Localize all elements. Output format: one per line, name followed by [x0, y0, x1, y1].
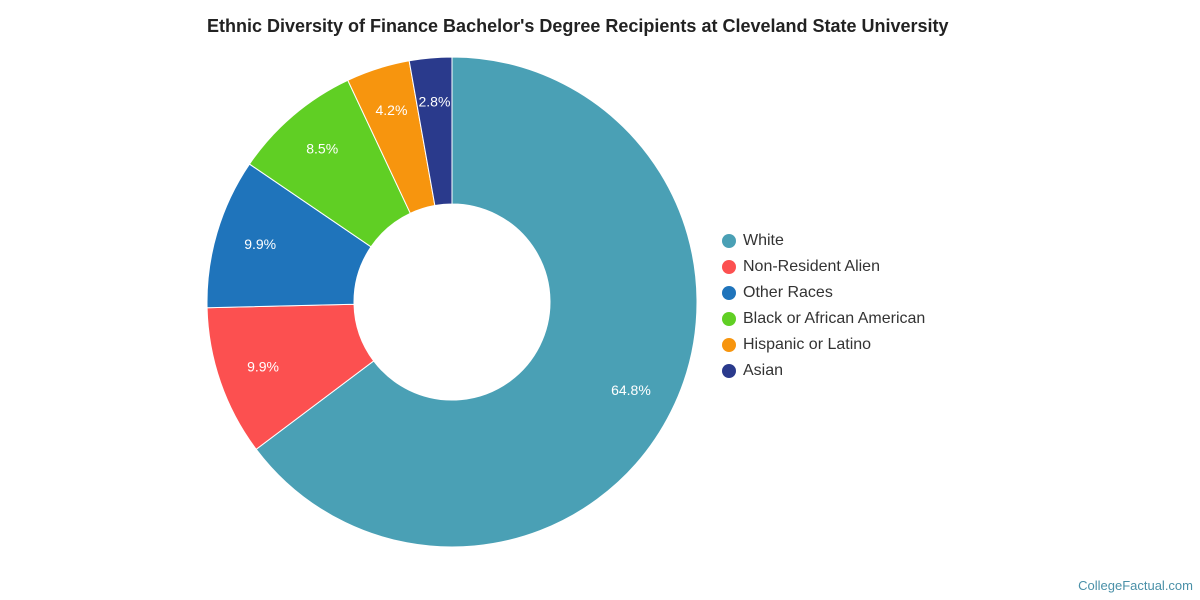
legend-swatch-black-or-african-american	[722, 312, 736, 326]
legend-swatch-other-races	[722, 286, 736, 300]
legend-label-hispanic-or-latino: Hispanic or Latino	[743, 336, 872, 353]
legend-item-other-races[interactable]: Other Races	[722, 280, 925, 306]
slice-labels: 64.8% 9.9% 9.9% 8.5% 4.2% 2.8%	[244, 93, 651, 398]
slice-label-non-resident-alien: 9.9%	[247, 358, 279, 374]
legend-item-hispanic-or-latino[interactable]: Hispanic or Latino	[722, 332, 925, 358]
slice-label-black-or-african-american: 8.5%	[306, 141, 338, 157]
legend-label-other-races: Other Races	[743, 284, 833, 301]
legend-label-non-resident-alien: Non-Resident Alien	[743, 258, 880, 275]
slice-label-white: 64.8%	[611, 382, 651, 398]
slice-label-asian: 2.8%	[418, 93, 450, 109]
legend-item-asian[interactable]: Asian	[722, 358, 925, 384]
slice-label-hispanic-or-latino: 4.2%	[375, 102, 407, 118]
slice-label-other-races: 9.9%	[244, 236, 276, 252]
legend-swatch-non-resident-alien	[722, 260, 736, 274]
legend-swatch-white	[722, 234, 736, 248]
slice-white[interactable]	[255, 56, 698, 548]
legend-label-white: White	[743, 232, 784, 249]
legend-item-white[interactable]: White	[722, 228, 925, 254]
legend: White Non-Resident Alien Other Races Black …	[722, 228, 925, 384]
watermark[interactable]: CollegeFactual.com	[1078, 578, 1193, 593]
legend-item-black-or-african-american[interactable]: Black or African American	[722, 306, 925, 332]
slice-asian[interactable]	[408, 56, 453, 207]
legend-label-asian: Asian	[743, 362, 784, 379]
slices	[206, 56, 698, 548]
legend-swatch-asian	[722, 364, 736, 378]
legend-item-non-resident-alien[interactable]: Non-Resident Alien	[722, 254, 925, 280]
legend-swatch-hispanic-or-latino	[722, 338, 736, 352]
chart-title: Ethnic Diversity of Finance Bachelor's D…	[207, 16, 949, 36]
legend-label-black-or-african-american: Black or African American	[743, 310, 926, 327]
